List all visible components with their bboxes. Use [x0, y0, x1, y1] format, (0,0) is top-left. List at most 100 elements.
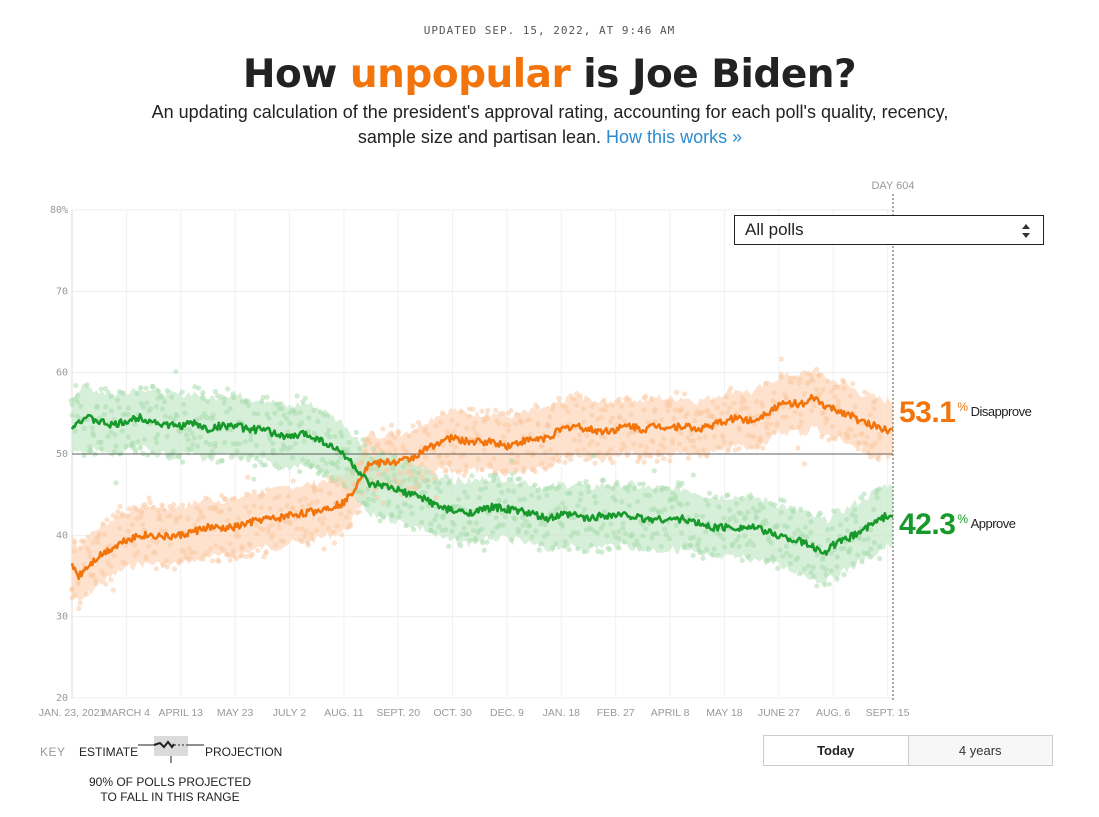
disapprove-poll-dot [449, 467, 455, 473]
trend-lines [70, 393, 894, 581]
disapprove-poll-dot [757, 434, 763, 440]
disapprove-poll-dot [671, 416, 677, 422]
disapprove-poll-dot [392, 434, 398, 440]
disapprove-poll-dot [702, 434, 708, 440]
approve-poll-dot [125, 405, 131, 411]
disapprove-poll-dot [752, 422, 758, 428]
approve-poll-dot [627, 533, 633, 539]
disapprove-poll-dot [318, 487, 324, 493]
approve-poll-dot [338, 454, 344, 461]
approve-poll-dot [432, 517, 438, 523]
approve-poll-dot [790, 509, 796, 515]
disapprove-poll-dot [545, 423, 552, 429]
approve-poll-dot [297, 468, 303, 475]
disapprove-poll-dot [789, 424, 795, 431]
approve-poll-dot [696, 537, 702, 543]
toggle-4-years[interactable]: 4 years [908, 736, 1052, 765]
approve-poll-dot [188, 446, 194, 452]
approve-poll-dot [440, 513, 446, 519]
disapprove-poll-dot [837, 431, 843, 437]
disapprove-poll-dot [230, 548, 236, 554]
disapprove-poll-dot [77, 545, 83, 551]
approve-poll-dot [709, 551, 715, 558]
approve-poll-dot [69, 412, 75, 418]
disapprove-poll-dot [617, 415, 623, 421]
approve-poll-dot [94, 403, 100, 409]
approve-poll-dot [132, 446, 138, 452]
disapprove-poll-dot [146, 495, 152, 501]
disapprove-poll-dot [594, 441, 601, 447]
approve-poll-dot [806, 511, 812, 517]
approve-poll-dot [533, 528, 539, 534]
toggle-today[interactable]: Today [764, 736, 909, 765]
approve-poll-dot [610, 485, 616, 491]
disapprove-poll-dot [731, 400, 737, 406]
approve-poll-dot [787, 553, 794, 559]
approve-poll-dot [108, 429, 114, 435]
disapprove-poll-dot [577, 393, 583, 399]
disapprove-poll-dot [487, 461, 493, 467]
approve-poll-dot [562, 505, 568, 511]
disapprove-poll-dot [264, 487, 270, 493]
approve-poll-dot [78, 403, 84, 409]
time-range-toggle[interactable]: Today 4 years [763, 735, 1053, 766]
approve-poll-dot [571, 529, 577, 536]
disapprove-poll-dot [313, 486, 320, 493]
approve-poll-dot [380, 514, 387, 520]
approve-poll-dot [581, 549, 587, 555]
approve-poll-dot [410, 468, 416, 474]
approve-poll-dot [544, 492, 550, 498]
key-note: 90% OF POLLS PROJECTED TO FALL IN THIS R… [88, 775, 252, 804]
disapprove-poll-dot [201, 514, 207, 520]
approve-poll-dot [784, 524, 790, 530]
approve-poll-dot [458, 531, 465, 537]
disapprove-poll-dot [829, 388, 835, 394]
approve-poll-dot [511, 488, 517, 495]
day-marker-label: DAY 604 [871, 180, 914, 192]
approve-poll-dot [828, 568, 834, 574]
disapprove-poll-dot [156, 512, 163, 518]
approve-poll-dot [588, 542, 595, 548]
disapprove-poll-dot [589, 412, 595, 418]
x-tick-label: JUNE 27 [758, 707, 800, 719]
approve-poll-dot [419, 519, 425, 525]
disapprove-poll-dot [331, 540, 338, 546]
approve-poll-dot [775, 565, 781, 571]
poll-filter-select[interactable]: All polls [734, 215, 1044, 245]
approve-poll-dot [626, 483, 632, 489]
approve-poll-dot [180, 459, 186, 465]
how-this-works-link[interactable]: How this works » [606, 127, 743, 147]
disapprove-poll-dot [161, 507, 168, 513]
approve-poll-dot [599, 549, 605, 555]
disapprove-poll-dot [539, 443, 545, 449]
disapprove-poll-dot [765, 431, 771, 437]
approve-poll-dot [364, 486, 371, 493]
approve-poll-dot [353, 429, 359, 435]
disapprove-poll-dot [763, 421, 769, 427]
disapprove-poll-dot [547, 447, 554, 453]
disapprove-poll-dot [580, 406, 587, 412]
approve-poll-dot [276, 465, 282, 471]
approve-poll-dot [419, 505, 425, 511]
approve-poll-dot [826, 581, 832, 587]
approve-poll-dot [802, 524, 809, 531]
disapprove-poll-dot [475, 456, 482, 462]
disapprove-poll-dot [410, 423, 416, 429]
x-tick-label: APRIL 8 [651, 707, 690, 719]
approve-poll-dot [287, 420, 293, 426]
approve-poll-dot [326, 427, 332, 433]
approve-poll-dot [721, 544, 728, 550]
approve-poll-dot [620, 525, 626, 531]
approve-poll-dot [556, 505, 562, 511]
disapprove-poll-dot [155, 507, 161, 513]
approve-poll-dot [400, 464, 406, 470]
approve-poll-dot [254, 456, 260, 462]
disapprove-poll-dot [512, 421, 518, 427]
approve-poll-dot [642, 492, 648, 498]
approve-poll-dot [699, 550, 706, 556]
approve-poll-dot [763, 520, 769, 527]
approve-poll-dot [105, 390, 111, 396]
approve-poll-dot [703, 497, 709, 503]
disapprove-poll-dot [852, 404, 858, 410]
